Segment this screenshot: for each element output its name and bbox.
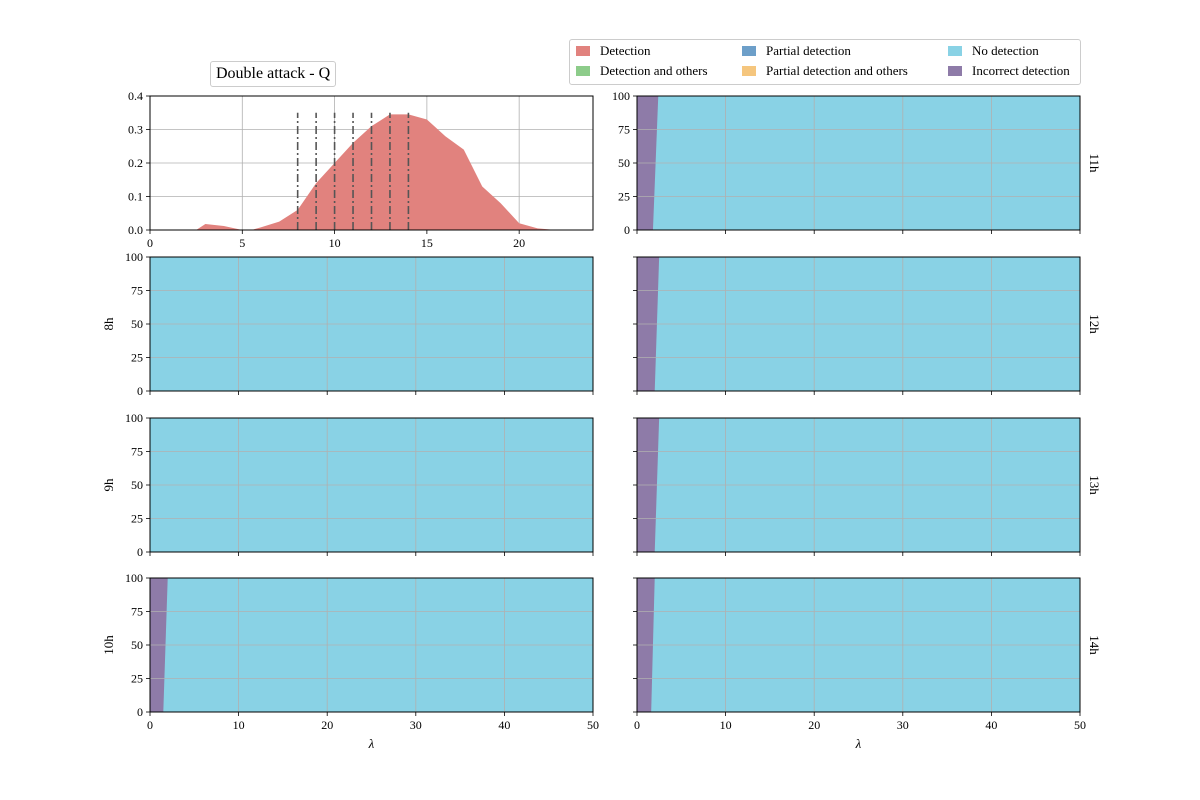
panel-row-label: 9h xyxy=(101,478,116,492)
panel-xtick-label: 30 xyxy=(897,718,909,732)
panel-ytick-label: 100 xyxy=(125,411,143,425)
panel-ytick-label: 25 xyxy=(131,351,143,365)
panel-xtick-label: 20 xyxy=(808,718,820,732)
panel-ytick-label: 0 xyxy=(137,705,143,719)
panel-ytick-label: 0 xyxy=(137,545,143,559)
panel-xlabel: λ xyxy=(368,736,375,751)
dist-xtick-label: 10 xyxy=(329,236,341,250)
panel-ytick-label: 50 xyxy=(131,317,143,331)
panel-xtick-label: 10 xyxy=(233,718,245,732)
panel-ytick-label: 0 xyxy=(624,223,630,237)
panel-xtick-label: 0 xyxy=(634,718,640,732)
panel-ytick-label: 0 xyxy=(137,384,143,398)
legend-swatch-detection-and-others xyxy=(576,66,590,76)
panel-row-label: 13h xyxy=(1087,475,1102,495)
panel-xtick-label: 10 xyxy=(720,718,732,732)
dist-xtick-label: 20 xyxy=(513,236,525,250)
panel-row-label: 8h xyxy=(101,317,116,331)
legend-swatch-partial-detection-and-others xyxy=(742,66,756,76)
panel-ytick-label: 25 xyxy=(618,190,630,204)
panel-ytick-label: 75 xyxy=(131,445,143,459)
panel-xtick-label: 50 xyxy=(1074,718,1086,732)
panel-frame xyxy=(636,95,1081,231)
dist-xtick-label: 15 xyxy=(421,236,433,250)
panel-xtick-label: 40 xyxy=(985,718,997,732)
legend-swatch-incorrect-detection xyxy=(948,66,962,76)
legend-label-partial-detection-and-others: Partial detection and others xyxy=(766,63,908,78)
panel-xlabel: λ xyxy=(855,736,862,751)
dist-ytick-label: 0.3 xyxy=(128,123,143,137)
dist-ytick-label: 0.0 xyxy=(128,223,143,237)
legend: Detection Detection and others Partial d… xyxy=(569,39,1081,85)
panel-frame xyxy=(636,256,1081,392)
panel-ytick-label: 100 xyxy=(125,250,143,264)
panel-ytick-label: 75 xyxy=(131,605,143,619)
panel-row-label: 10h xyxy=(101,635,116,655)
dist-ytick-label: 0.1 xyxy=(128,190,143,204)
panel-ytick-label: 100 xyxy=(612,89,630,103)
legend-label-detection: Detection xyxy=(600,43,651,58)
legend-label-partial-detection: Partial detection xyxy=(766,43,851,58)
dist-xtick-label: 0 xyxy=(147,236,153,250)
legend-swatch-no-detection xyxy=(948,46,962,56)
panel-ytick-label: 50 xyxy=(618,156,630,170)
panel-ytick-label: 25 xyxy=(131,512,143,526)
dist-xtick-label: 5 xyxy=(239,236,245,250)
panel-xtick-label: 20 xyxy=(321,718,333,732)
panel-ytick-label: 75 xyxy=(618,123,630,137)
legend-swatch-detection xyxy=(576,46,590,56)
panel-row-label: 12h xyxy=(1087,314,1102,334)
chart-title: Double attack - Q xyxy=(210,61,337,87)
panel-frame xyxy=(149,256,594,392)
panel-ytick-label: 50 xyxy=(131,638,143,652)
panel-row-label: 11h xyxy=(1087,153,1102,173)
dist-ytick-label: 0.4 xyxy=(128,89,143,103)
dist-ytick-label: 0.2 xyxy=(128,156,143,170)
panel-xtick-label: 40 xyxy=(498,718,510,732)
legend-swatch-partial-detection xyxy=(742,46,756,56)
panel-frame xyxy=(636,577,1081,713)
panel-ytick-label: 50 xyxy=(131,478,143,492)
panel-frame xyxy=(149,417,594,553)
panel-ytick-label: 25 xyxy=(131,672,143,686)
panel-frame xyxy=(636,417,1081,553)
panel-xtick-label: 0 xyxy=(147,718,153,732)
panel-row-label: 14h xyxy=(1087,635,1102,655)
legend-label-detection-and-others: Detection and others xyxy=(600,63,708,78)
panel-xtick-label: 50 xyxy=(587,718,599,732)
dist-frame xyxy=(149,95,594,231)
panel-xtick-label: 30 xyxy=(410,718,422,732)
legend-label-incorrect-detection: Incorrect detection xyxy=(972,63,1070,78)
dist-area xyxy=(150,114,575,230)
legend-label-no-detection: No detection xyxy=(972,43,1039,58)
panel-ytick-label: 75 xyxy=(131,284,143,298)
panel-frame xyxy=(149,577,594,713)
panel-ytick-label: 100 xyxy=(125,571,143,585)
